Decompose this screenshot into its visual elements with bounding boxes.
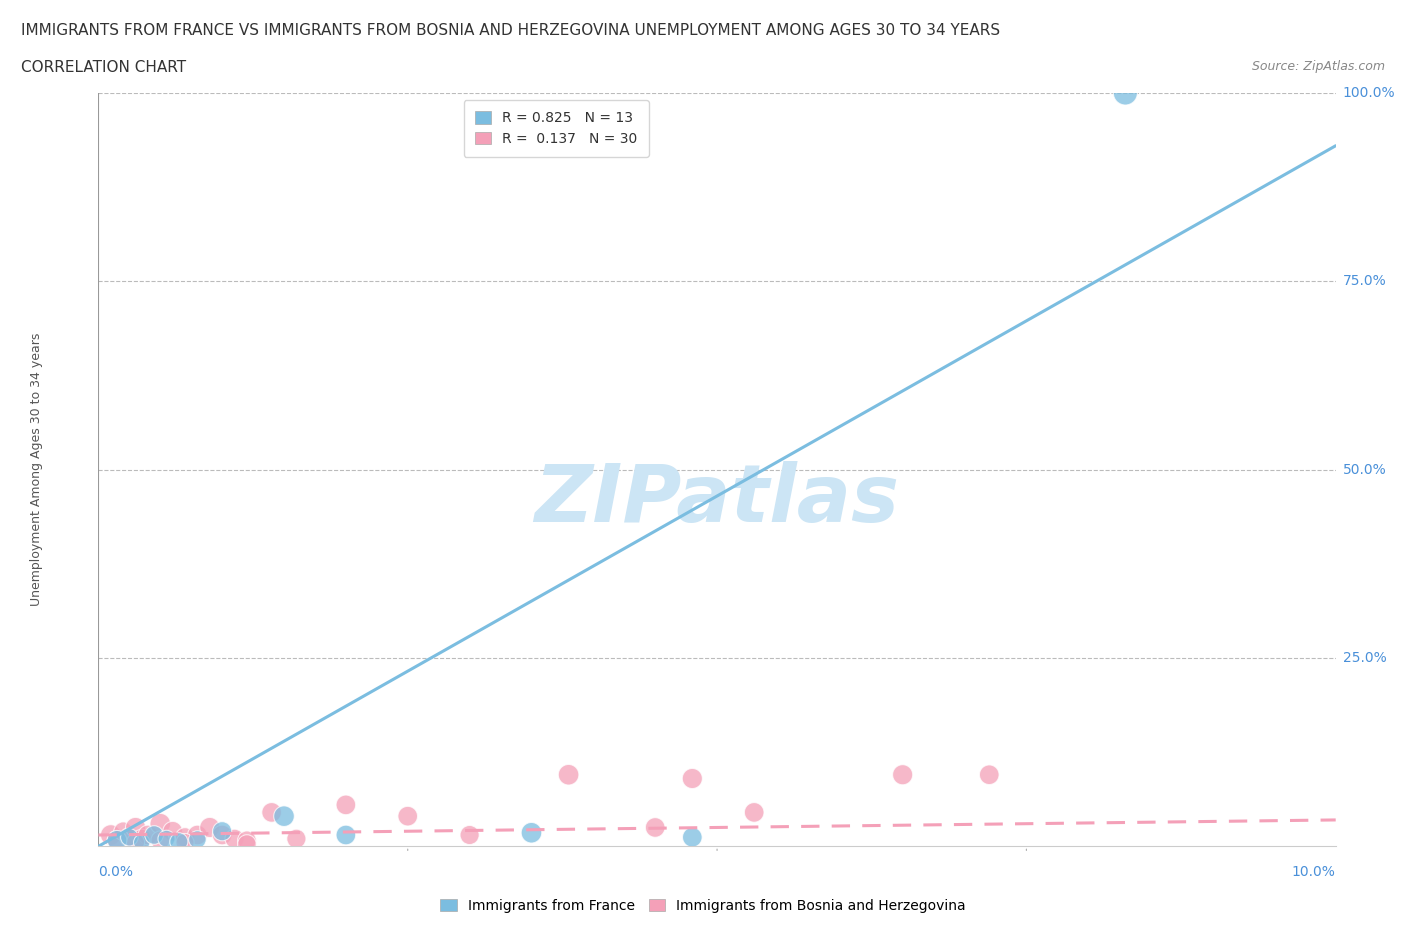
Point <box>186 828 208 843</box>
Text: 25.0%: 25.0% <box>1343 651 1386 665</box>
Text: 100.0%: 100.0% <box>1343 86 1395 100</box>
Point <box>174 830 197 844</box>
Point <box>979 767 1001 782</box>
Point <box>260 805 283 820</box>
Text: 0.0%: 0.0% <box>98 865 134 879</box>
Point <box>124 820 146 835</box>
Point <box>557 767 579 782</box>
Text: IMMIGRANTS FROM FRANCE VS IMMIGRANTS FROM BOSNIA AND HERZEGOVINA UNEMPLOYMENT AM: IMMIGRANTS FROM FRANCE VS IMMIGRANTS FRO… <box>21 23 1000 38</box>
Legend: Immigrants from France, Immigrants from Bosnia and Herzegovina: Immigrants from France, Immigrants from … <box>434 894 972 919</box>
Point <box>105 833 128 848</box>
Point <box>112 824 135 839</box>
Point <box>458 828 481 843</box>
Point <box>335 797 357 812</box>
Point <box>396 809 419 824</box>
Point <box>224 831 246 846</box>
Point <box>644 820 666 835</box>
Point <box>681 771 703 786</box>
Point <box>131 831 153 846</box>
Point <box>118 830 141 844</box>
Point <box>174 835 197 850</box>
Point <box>162 824 184 839</box>
Point <box>124 835 146 850</box>
Point <box>211 824 233 839</box>
Text: 75.0%: 75.0% <box>1343 274 1386 288</box>
Point <box>100 828 122 843</box>
Point <box>186 832 208 847</box>
Point <box>211 828 233 843</box>
Point <box>118 830 141 844</box>
Point <box>198 820 221 835</box>
Text: Source: ZipAtlas.com: Source: ZipAtlas.com <box>1251 60 1385 73</box>
Point <box>285 831 308 846</box>
Point <box>167 834 190 849</box>
Point <box>1114 86 1136 100</box>
Point <box>236 833 259 848</box>
Point <box>236 837 259 852</box>
Point <box>742 805 765 820</box>
Point <box>681 830 703 844</box>
Point <box>520 825 543 840</box>
Point <box>131 835 153 850</box>
Text: 10.0%: 10.0% <box>1292 865 1336 879</box>
Text: Unemployment Among Ages 30 to 34 years: Unemployment Among Ages 30 to 34 years <box>30 333 44 606</box>
Point <box>891 767 914 782</box>
Point <box>155 831 177 846</box>
Text: 50.0%: 50.0% <box>1343 462 1386 477</box>
Legend: R = 0.825   N = 13, R =  0.137   N = 30: R = 0.825 N = 13, R = 0.137 N = 30 <box>464 100 648 157</box>
Point <box>149 817 172 831</box>
Point <box>149 833 172 848</box>
Text: ZIPatlas: ZIPatlas <box>534 460 900 538</box>
Text: CORRELATION CHART: CORRELATION CHART <box>21 60 186 75</box>
Point <box>143 828 166 843</box>
Point <box>105 833 128 848</box>
Point <box>335 828 357 843</box>
Point <box>273 809 295 824</box>
Point <box>136 828 159 843</box>
